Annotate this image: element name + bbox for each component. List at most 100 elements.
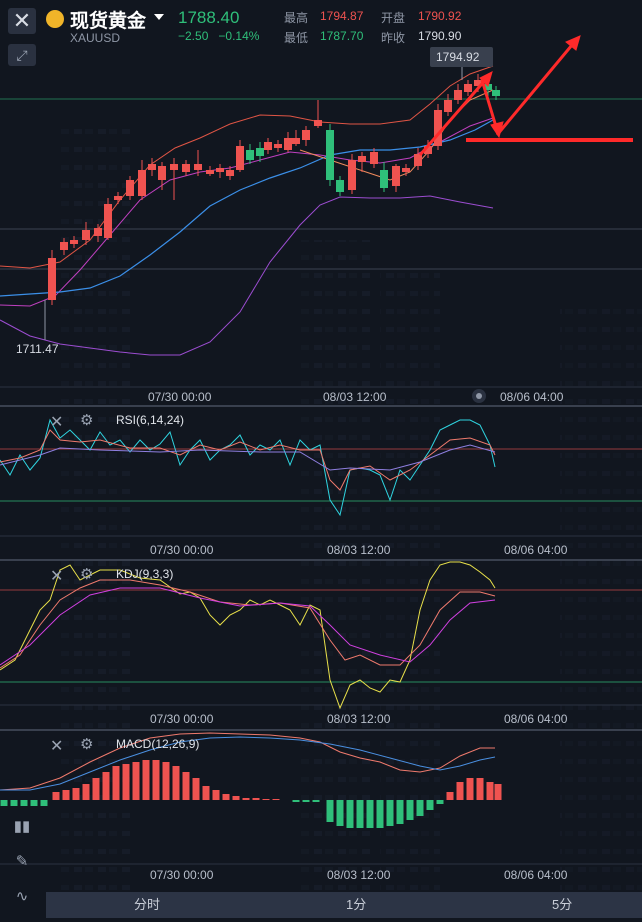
annotation-arrows (418, 35, 633, 156)
rsi-panel (0, 418, 642, 561)
candle-body (464, 84, 472, 92)
indicator-icon[interactable]: ∿ (15, 888, 29, 905)
gear-icon[interactable]: ⚙ (80, 736, 94, 753)
low-label: 最低 (284, 31, 309, 45)
macd-bar (222, 794, 230, 800)
macd-bar (102, 772, 110, 800)
candle-body (492, 90, 500, 96)
macd-bar (326, 800, 334, 822)
macd-bar (52, 792, 60, 800)
macd-bar (242, 798, 250, 800)
rsi-6-line (0, 418, 496, 517)
candle-body (246, 150, 254, 160)
change-value: −2.50 (178, 29, 209, 43)
macd-bar (62, 790, 70, 800)
candle-body (194, 164, 202, 170)
remove-icon[interactable]: ✕ (50, 568, 64, 585)
macd-bar (262, 799, 270, 800)
kdj-d-line (0, 587, 496, 666)
main-x-tick: 07/30 00:00 (148, 390, 212, 404)
last-price: 1788.40 (178, 8, 240, 27)
candle-body (484, 84, 492, 90)
macd-x-tick: 08/03 12:00 (327, 868, 391, 882)
kdj-x-tick: 08/06 04:00 (504, 712, 568, 726)
macd-bar (122, 764, 130, 800)
candle-body (126, 180, 134, 196)
candle-body (148, 164, 156, 170)
change-percent: −0.14% (218, 29, 260, 43)
kdj-x-tick: 07/30 00:00 (150, 712, 214, 726)
macd-bar (142, 760, 150, 800)
open-label: 开盘 (381, 11, 406, 25)
instrument-title[interactable]: 现货黄金 (70, 11, 147, 32)
pencil-icon[interactable]: ✎ (15, 853, 29, 870)
expand-icon[interactable]: ⤢ (8, 44, 36, 66)
chevron-down-icon[interactable] (154, 14, 164, 20)
remove-icon[interactable]: ✕ (50, 414, 64, 431)
macd-x-tick: 08/06 04:00 (504, 868, 568, 882)
close-icon[interactable]: ✕ (8, 8, 36, 34)
macd-bar (292, 800, 300, 802)
candle-body (348, 160, 356, 190)
gold-coin-icon (46, 10, 64, 28)
candle-body (158, 166, 166, 180)
macd-bar (396, 800, 404, 824)
macd-bar (272, 799, 280, 800)
candle-body (326, 130, 334, 180)
macd-bar (20, 800, 28, 806)
gear-icon[interactable]: ⚙ (80, 412, 94, 429)
rsi-title: RSI(6,14,24) (116, 413, 185, 427)
macd-bar (72, 788, 80, 800)
main-x-tick: 08/06 04:00 (500, 390, 564, 404)
candle-body (444, 100, 452, 112)
macd-bar (406, 800, 414, 820)
macd-bar (416, 800, 424, 816)
kdj-panel (0, 561, 642, 731)
ma-blue-line (0, 119, 494, 297)
candle-body (236, 146, 244, 170)
macd-bar (202, 786, 210, 800)
candle-body (414, 154, 422, 166)
macd-bar (0, 800, 8, 806)
gear-icon[interactable]: ⚙ (80, 566, 94, 583)
candle-body (256, 148, 264, 156)
macd-bar (112, 766, 120, 800)
tab-timeshare[interactable]: 分时 (134, 897, 161, 912)
macd-bar (182, 772, 190, 800)
rsi-24-line (0, 444, 496, 471)
high-label: 最高 (284, 11, 309, 25)
macd-panel (0, 732, 642, 865)
macd-dif-line (0, 732, 495, 791)
macd-bar (232, 796, 240, 800)
candle-body (226, 170, 234, 176)
rsi-x-tick: 07/30 00:00 (150, 543, 214, 557)
bollinger-lower-line (0, 195, 494, 356)
kdj-title: KDJ(9,3,3) (116, 567, 174, 581)
candle-body (302, 130, 310, 140)
candle-body (60, 242, 68, 250)
macd-bar (436, 800, 444, 804)
macd-bar (162, 762, 170, 800)
kdj-j-line (0, 561, 496, 710)
macd-bar (426, 800, 434, 810)
candlestick-icon[interactable]: ▮▮ (13, 818, 31, 835)
macd-bar (92, 778, 100, 800)
macd-bar (252, 798, 260, 800)
min-price-label: 1711.47 (16, 342, 59, 356)
macd-dea-line (0, 736, 496, 791)
macd-bar (376, 800, 384, 828)
candle-body (182, 164, 190, 172)
tab-1min[interactable]: 1分 (346, 897, 367, 912)
macd-bar (82, 784, 90, 800)
candle-body (292, 138, 300, 144)
main-x-tick: 08/03 12:00 (323, 390, 387, 404)
remove-icon[interactable]: ✕ (50, 738, 64, 755)
macd-bar (152, 760, 160, 800)
candle-body (82, 230, 90, 240)
macd-bar (10, 800, 18, 806)
candle-body (206, 170, 214, 174)
macd-histogram (0, 760, 502, 828)
rsi-x-tick: 08/06 04:00 (504, 543, 568, 557)
tab-5min[interactable]: 5分 (552, 897, 573, 912)
